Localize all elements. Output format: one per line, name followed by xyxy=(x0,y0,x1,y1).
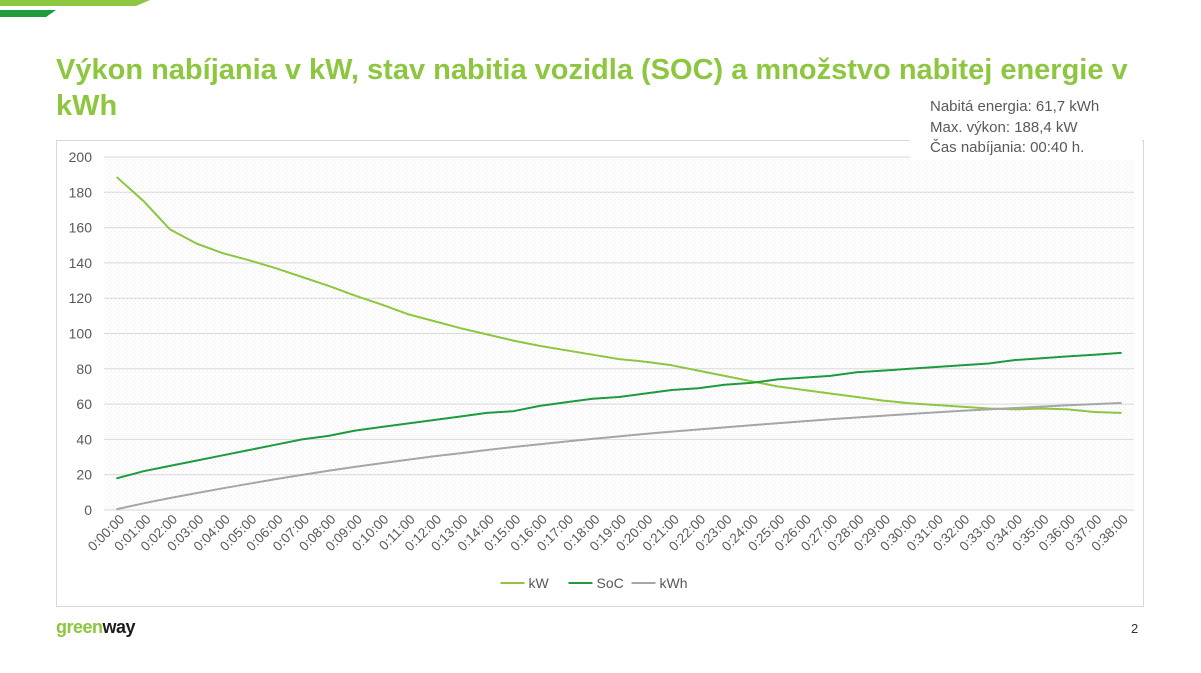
y-tick-label: 100 xyxy=(69,326,93,342)
series-line-soc xyxy=(116,351,1122,480)
greenway-logo: greenway xyxy=(56,617,136,637)
legend-label-kw: kW xyxy=(529,575,550,591)
top-accent-bar xyxy=(0,0,150,17)
series-line-kwh xyxy=(116,402,1122,511)
y-tick-label: 40 xyxy=(76,431,92,447)
chart-frame: 0 20 40 60 80 100 120 140 160 180 200 0:00:00 0:01:0… xyxy=(56,140,1144,607)
info-charging-time: Čas nabíjania: 00:40 h. xyxy=(930,139,1085,156)
page-number: 2 xyxy=(1131,621,1139,636)
logo-text-green: green xyxy=(56,617,103,637)
y-tick-label: 180 xyxy=(69,184,93,200)
info-energy: Nabitá energia: 61,7 kWh xyxy=(930,98,1100,115)
y-tick-label: 80 xyxy=(76,361,92,377)
info-max-power: Max. výkon: 188,4 kW xyxy=(930,118,1078,136)
line-chart: 0204060801001201401601802000:00:000:01:0… xyxy=(69,149,1134,591)
y-tick-label: 20 xyxy=(76,467,92,483)
legend-label-kwh: kWh xyxy=(660,575,688,591)
logo-text-way: way xyxy=(102,617,136,637)
y-tick-label: 60 xyxy=(76,396,92,412)
legend-label-soc: SoC xyxy=(597,575,624,591)
y-tick-label: 140 xyxy=(69,255,93,271)
series-line-kw xyxy=(116,176,1122,414)
y-tick-label: 0 xyxy=(84,502,92,518)
y-tick-label: 160 xyxy=(69,220,93,236)
charging-summary-box: Nabitá energia: 61,7 kWh Max. výkon: 188… xyxy=(910,92,1142,160)
y-tick-label: 200 xyxy=(69,149,93,165)
page-title: Výkon nabíjania v kW, stav nabitia vozid… xyxy=(56,54,1128,122)
y-tick-label: 120 xyxy=(69,290,93,306)
